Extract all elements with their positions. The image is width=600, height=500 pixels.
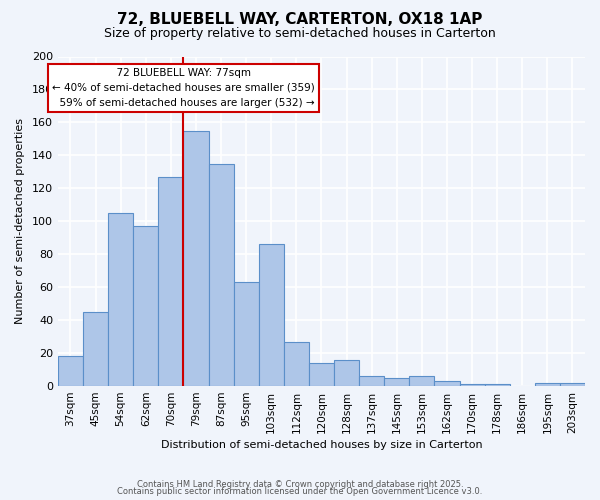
- Bar: [409, 376, 434, 386]
- Bar: [284, 342, 309, 386]
- Text: 72, BLUEBELL WAY, CARTERTON, OX18 1AP: 72, BLUEBELL WAY, CARTERTON, OX18 1AP: [118, 12, 482, 28]
- Bar: [83, 312, 108, 386]
- Bar: [184, 130, 209, 386]
- Bar: [58, 356, 83, 386]
- Bar: [535, 383, 560, 386]
- Bar: [233, 282, 259, 386]
- Text: Contains public sector information licensed under the Open Government Licence v3: Contains public sector information licen…: [118, 488, 482, 496]
- Bar: [460, 384, 485, 386]
- Bar: [108, 213, 133, 386]
- Bar: [434, 381, 460, 386]
- Text: Size of property relative to semi-detached houses in Carterton: Size of property relative to semi-detach…: [104, 28, 496, 40]
- Bar: [485, 384, 510, 386]
- Bar: [384, 378, 409, 386]
- Bar: [209, 164, 233, 386]
- Text: Contains HM Land Registry data © Crown copyright and database right 2025.: Contains HM Land Registry data © Crown c…: [137, 480, 463, 489]
- X-axis label: Distribution of semi-detached houses by size in Carterton: Distribution of semi-detached houses by …: [161, 440, 482, 450]
- Bar: [334, 360, 359, 386]
- Bar: [158, 177, 184, 386]
- Text: 72 BLUEBELL WAY: 77sqm  
← 40% of semi-detached houses are smaller (359)
  59% o: 72 BLUEBELL WAY: 77sqm ← 40% of semi-det…: [52, 68, 315, 108]
- Bar: [560, 383, 585, 386]
- Bar: [309, 363, 334, 386]
- Bar: [359, 376, 384, 386]
- Bar: [259, 244, 284, 386]
- Bar: [133, 226, 158, 386]
- Y-axis label: Number of semi-detached properties: Number of semi-detached properties: [15, 118, 25, 324]
